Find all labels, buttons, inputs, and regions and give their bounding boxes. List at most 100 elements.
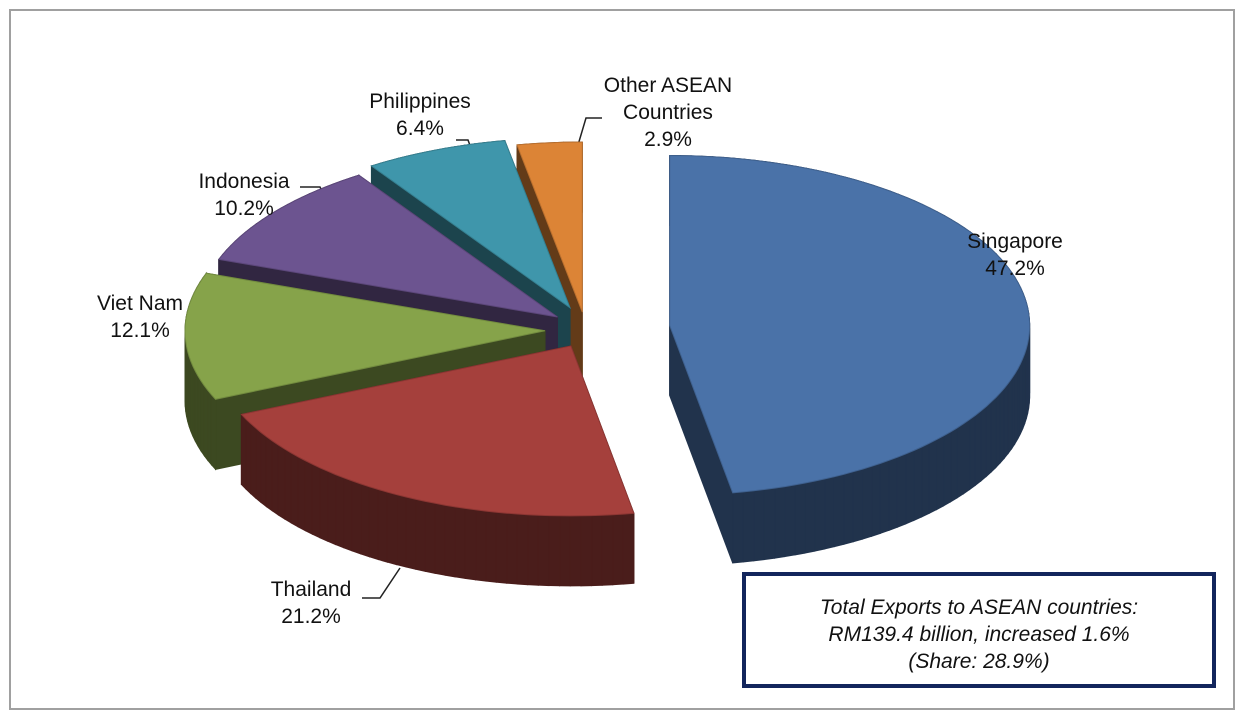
slice-side: [454, 506, 466, 579]
slice-side: [732, 491, 744, 564]
slice-side: [434, 502, 446, 576]
slice-side: [814, 478, 826, 552]
slice-side: [255, 426, 262, 504]
slice-side: [537, 514, 550, 587]
slice-side: [304, 459, 313, 536]
slice-side: [879, 459, 890, 535]
slice-side: [995, 391, 1001, 469]
value-label: 12.1%: [110, 319, 170, 342]
slice-side: [833, 473, 845, 548]
slice-side: [569, 515, 582, 587]
slice-side: [862, 465, 873, 540]
slice-side: [985, 400, 992, 478]
slice-side: [936, 434, 945, 511]
category-label: Singapore: [967, 230, 1063, 253]
slice-side: [928, 438, 938, 515]
slice-side: [763, 487, 776, 561]
slice-side: [871, 462, 881, 537]
slice-side: [207, 388, 212, 467]
slice-side: [1003, 381, 1009, 460]
category-label: Viet Nam: [97, 292, 183, 315]
data-label: Singapore 47.2%: [967, 228, 1063, 282]
data-label: Indonesia 10.2%: [198, 168, 289, 222]
slice-side: [559, 515, 571, 587]
value-label: 10.2%: [214, 197, 274, 220]
slice-side: [327, 470, 337, 546]
slice-side: [396, 494, 407, 568]
slice-side: [905, 449, 915, 525]
slice-side: [284, 448, 292, 524]
slice-side: [297, 455, 306, 532]
slice-side: [506, 512, 518, 585]
slice-side: [804, 480, 816, 554]
slice-side: [319, 467, 329, 542]
slice-side: [516, 513, 529, 586]
slice-side: [245, 417, 252, 495]
slice-side: [990, 396, 997, 474]
slice-side: [203, 383, 209, 462]
frame: [9, 9, 1235, 710]
pie-slice: [669, 154, 1031, 494]
category-label: Philippines: [369, 90, 471, 113]
slice-side: [950, 426, 958, 503]
slice-side: [290, 452, 299, 528]
slice-side: [260, 431, 267, 508]
slice-side: [424, 500, 436, 574]
data-label: Viet Nam 12.1%: [97, 290, 183, 344]
annotation-box: Total Exports to ASEAN countries: RM139.…: [742, 572, 1216, 688]
slice-side: [753, 488, 765, 562]
slice-side: [265, 435, 273, 512]
slice-side: [622, 512, 635, 585]
slice-side: [360, 483, 370, 558]
slice-side: [343, 477, 353, 552]
category-label: Other ASEAN Countries: [603, 74, 733, 124]
pie-slice: [516, 141, 583, 313]
data-label: Philippines 6.4%: [369, 88, 471, 142]
slice-side: [980, 405, 987, 482]
slice-side: [527, 514, 539, 586]
slice-side: [377, 488, 388, 563]
pie-slice: [370, 140, 572, 310]
value-label: 2.9%: [644, 128, 692, 151]
slice-side: [888, 456, 898, 532]
slice-side: [240, 413, 247, 491]
annotation-line: Total Exports to ASEAN countries:: [819, 596, 1139, 619]
slice-side: [271, 439, 279, 516]
slice-side: [464, 507, 477, 581]
slice-side: [974, 409, 982, 487]
data-label: Other ASEAN Countries 2.9%: [588, 72, 748, 153]
value-label: 47.2%: [985, 257, 1045, 280]
value-label: 21.2%: [281, 605, 341, 628]
pie-slice: [217, 174, 558, 318]
slice-side: [335, 473, 345, 549]
slice-side: [548, 515, 561, 587]
slice-side: [969, 414, 976, 491]
slice-side: [774, 486, 786, 559]
slice-side: [368, 486, 379, 561]
slice-side: [250, 422, 257, 500]
slice-side: [784, 484, 796, 558]
annotation-line: (Share: 28.9%): [908, 650, 1050, 673]
slice-side: [485, 510, 497, 583]
slice-side: [591, 514, 603, 587]
slice-side: [210, 393, 217, 471]
category-label: Indonesia: [198, 170, 290, 193]
pie-slice: [184, 272, 546, 400]
slice-side: [794, 482, 806, 556]
slice-side: [601, 514, 614, 586]
value-label: 6.4%: [396, 117, 444, 140]
slice-side: [475, 509, 487, 582]
slice-side: [1007, 376, 1013, 455]
slice-side: [386, 491, 398, 566]
category-label: Thailand: [270, 578, 352, 601]
slice-side: [405, 496, 417, 570]
slice-side: [415, 498, 426, 572]
data-label: Thailand 21.2%: [271, 576, 352, 630]
slice-side: [495, 511, 508, 584]
slice-side: [852, 468, 864, 543]
slice-side: [444, 504, 456, 578]
slice-side: [742, 490, 755, 563]
slice-side: [824, 476, 835, 550]
